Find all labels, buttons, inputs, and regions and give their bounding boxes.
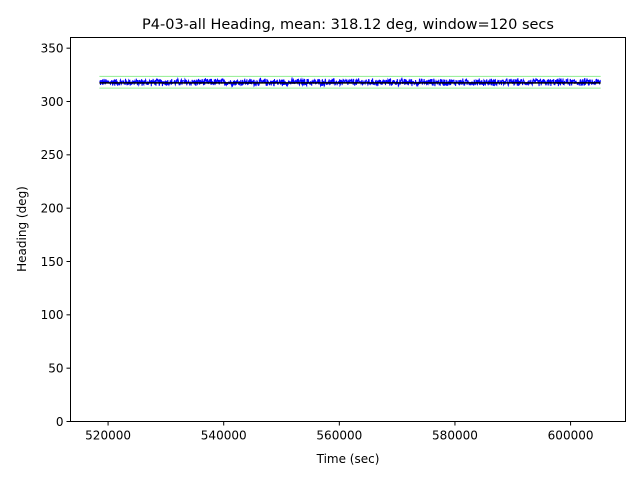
x-axis: 520000 540000 560000 580000 600000 — [85, 421, 594, 443]
x-tick-label: 580000 — [432, 429, 478, 443]
chart-title: P4-03-all Heading, mean: 318.12 deg, win… — [142, 17, 554, 33]
y-tick-label: 0 — [56, 415, 64, 429]
series-layer — [99, 75, 602, 89]
y-axis: 0 50 100 150 200 250 300 350 — [41, 41, 71, 429]
y-tick-label: 300 — [41, 95, 64, 109]
y-tick-label: 150 — [41, 255, 64, 269]
plot-frame — [70, 37, 626, 422]
x-tick-label: 600000 — [548, 429, 594, 443]
y-tick-label: 250 — [41, 148, 64, 162]
x-tick-label: 520000 — [85, 429, 131, 443]
x-axis-label: Time (sec) — [316, 452, 380, 466]
y-tick-label: 200 — [41, 201, 64, 215]
y-tick-label: 50 — [48, 361, 63, 375]
y-tick-label: 100 — [41, 308, 64, 322]
x-tick-label: 560000 — [316, 429, 362, 443]
y-axis-label: Heading (deg) — [15, 186, 29, 272]
y-tick-label: 350 — [41, 41, 64, 55]
plot-area — [70, 37, 626, 422]
x-tick-label: 540000 — [201, 429, 247, 443]
